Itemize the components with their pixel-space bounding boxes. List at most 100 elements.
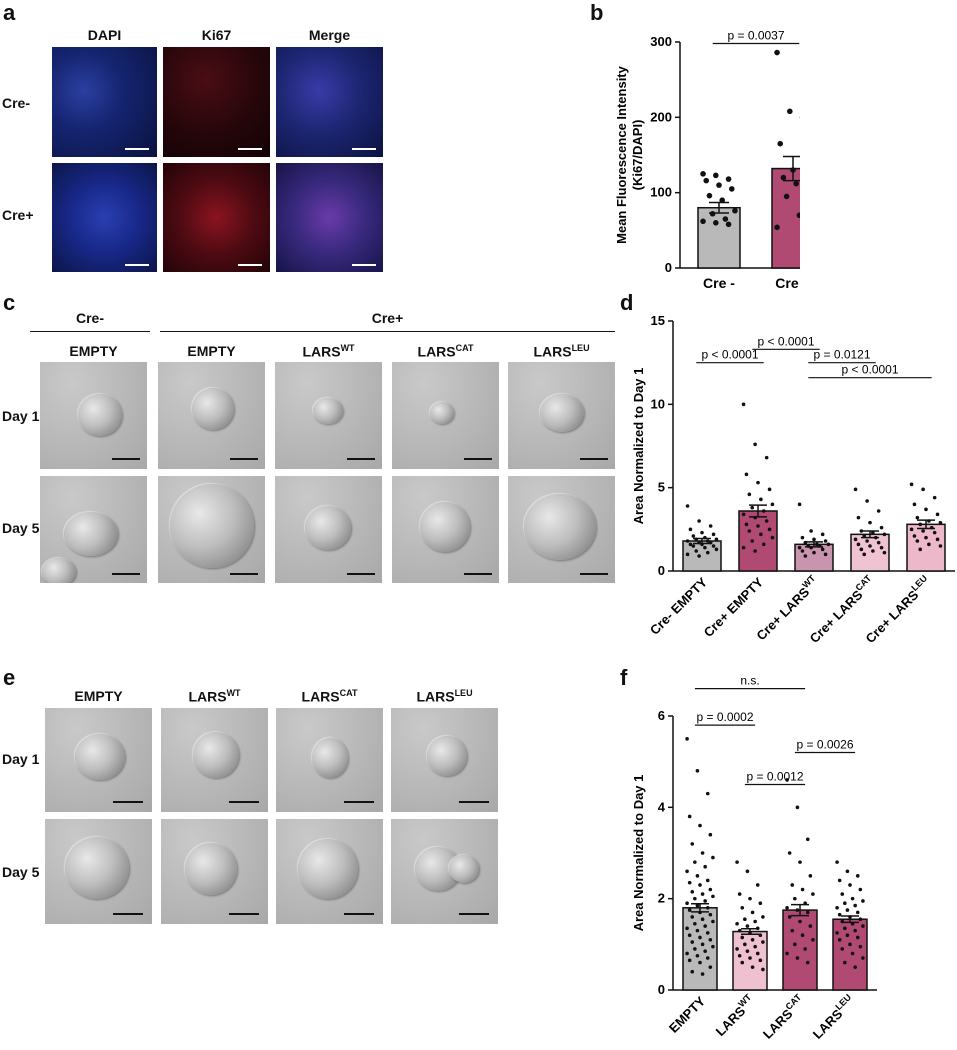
data-point — [853, 903, 857, 908]
data-point — [735, 860, 739, 864]
data-point — [912, 534, 917, 538]
data-point — [703, 899, 707, 903]
data-point — [795, 908, 800, 912]
column-header-empty: EMPTY — [69, 343, 118, 359]
row-header-day-1: Day 1 — [2, 751, 40, 767]
bar — [738, 510, 778, 572]
data-point — [708, 937, 713, 942]
column-header-lars-wt: LARSWT — [302, 343, 355, 360]
data-point — [690, 940, 695, 944]
y-axis-label: Area Normalized to Day 1 — [631, 775, 646, 932]
data-point — [737, 892, 742, 896]
micrograph-merge-cre-minus — [276, 47, 383, 157]
data-point — [685, 539, 690, 543]
data-point — [753, 442, 757, 447]
scale-bar — [238, 264, 262, 266]
p-value-label: p < 0.0001 — [701, 348, 758, 362]
data-point — [882, 550, 887, 555]
data-point — [690, 915, 695, 919]
data-point — [758, 958, 763, 963]
data-point — [855, 910, 860, 915]
data-point — [685, 737, 689, 741]
micrograph-organoid — [45, 819, 152, 924]
data-point — [800, 549, 805, 553]
data-point — [761, 915, 765, 919]
micrograph-organoid — [508, 362, 615, 469]
data-point — [753, 549, 757, 553]
panel-label-d: d — [620, 290, 634, 315]
data-point — [722, 216, 729, 222]
data-point — [758, 933, 763, 937]
data-point — [835, 931, 839, 935]
data-point — [690, 969, 695, 974]
data-point — [780, 174, 787, 181]
data-point — [826, 542, 831, 547]
data-point — [694, 549, 699, 553]
row-header-day-1: Day 1 — [2, 408, 40, 424]
data-point — [761, 967, 765, 972]
data-point — [785, 778, 789, 782]
micrograph-organoid — [391, 819, 498, 924]
data-point — [711, 894, 715, 899]
data-point — [856, 515, 861, 520]
column-header-empty: EMPTY — [187, 343, 236, 359]
panel-label-e: e — [3, 665, 16, 690]
data-point — [737, 953, 742, 958]
data-point — [711, 532, 716, 537]
data-point — [800, 535, 805, 540]
data-point — [688, 527, 693, 532]
data-point — [759, 497, 763, 502]
y-tick-label: 0 — [665, 260, 672, 275]
p-value-label: p = 0.0012 — [746, 770, 803, 784]
y-tick-label: 15 — [651, 313, 665, 328]
micrograph-merge-cre-plus — [276, 163, 383, 272]
bar — [832, 918, 868, 991]
data-point — [711, 855, 715, 860]
data-point — [741, 545, 746, 550]
bar — [794, 543, 834, 572]
data-point — [823, 552, 828, 557]
data-point — [840, 947, 845, 951]
data-point — [705, 539, 710, 543]
data-point — [837, 878, 842, 883]
y-tick-label: 6 — [658, 708, 665, 723]
data-point — [808, 924, 813, 928]
data-point — [865, 539, 869, 543]
data-point — [698, 823, 702, 828]
data-point — [861, 899, 865, 903]
data-point — [858, 944, 863, 949]
data-point — [840, 892, 845, 896]
data-point — [725, 176, 732, 182]
data-point — [796, 212, 800, 219]
data-point — [845, 908, 850, 912]
data-point — [805, 960, 810, 965]
data-point — [685, 901, 689, 906]
data-point — [837, 912, 842, 917]
column-header-empty: EMPTY — [74, 688, 123, 704]
data-point — [758, 901, 763, 906]
data-point — [835, 906, 839, 910]
micrograph-dapi-cre-plus — [52, 163, 157, 272]
data-point — [690, 842, 695, 846]
data-point — [793, 942, 797, 947]
data-point — [705, 791, 710, 796]
micrograph-organoid — [508, 476, 615, 583]
data-point — [850, 951, 855, 956]
data-point — [728, 186, 735, 192]
micrograph-organoid — [275, 476, 382, 583]
data-point — [695, 928, 700, 933]
data-point — [803, 554, 808, 558]
data-point — [805, 910, 810, 915]
data-point — [700, 171, 706, 177]
data-point — [748, 956, 752, 960]
p-value-label: p < 0.0001 — [841, 363, 898, 377]
p-value-label: p = 0.0002 — [696, 710, 753, 724]
data-point — [843, 926, 847, 931]
data-point — [700, 942, 705, 947]
group-header-cre-minus: Cre- — [75, 310, 104, 326]
data-point — [921, 487, 925, 492]
data-point — [918, 547, 923, 552]
data-point — [859, 547, 864, 552]
data-point — [915, 539, 920, 543]
